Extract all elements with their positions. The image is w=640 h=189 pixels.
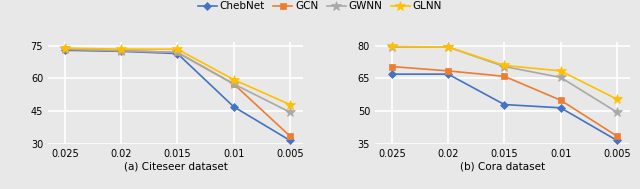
ChebNet xyxy=(61,49,68,51)
ChebNet xyxy=(557,107,564,109)
GLNN xyxy=(286,103,294,106)
GLNN xyxy=(444,46,452,48)
ChebNet xyxy=(230,106,237,108)
GLNN xyxy=(500,64,508,67)
GCN xyxy=(286,135,294,137)
Line: GLNN: GLNN xyxy=(387,42,621,104)
GCN xyxy=(557,99,564,101)
GLNN xyxy=(557,70,564,72)
GCN xyxy=(500,75,508,77)
GCN xyxy=(61,48,68,50)
GLNN xyxy=(61,47,68,49)
Line: GWNN: GWNN xyxy=(387,42,621,117)
GCN xyxy=(444,70,452,72)
GWNN xyxy=(613,111,621,113)
Line: GWNN: GWNN xyxy=(60,44,295,117)
ChebNet xyxy=(173,52,181,55)
GCN xyxy=(117,50,125,52)
Line: ChebNet: ChebNet xyxy=(389,71,620,143)
Line: GCN: GCN xyxy=(62,46,292,139)
ChebNet xyxy=(286,139,294,142)
GWNN xyxy=(117,50,125,52)
ChebNet xyxy=(444,73,452,75)
GWNN xyxy=(61,48,68,50)
GWNN xyxy=(286,111,294,113)
GCN xyxy=(613,135,621,137)
GLNN xyxy=(173,48,181,50)
Line: GLNN: GLNN xyxy=(60,43,295,109)
Legend: ChebNet, GCN, GWNN, GLNN: ChebNet, GCN, GWNN, GLNN xyxy=(198,2,442,11)
GWNN xyxy=(388,46,396,48)
GCN xyxy=(230,83,237,85)
ChebNet xyxy=(613,139,621,142)
GWNN xyxy=(500,65,508,68)
GCN xyxy=(173,51,181,53)
Line: ChebNet: ChebNet xyxy=(62,47,292,143)
ChebNet xyxy=(500,103,508,106)
GWNN xyxy=(230,83,237,85)
GLNN xyxy=(613,98,621,100)
X-axis label: (a) Citeseer dataset: (a) Citeseer dataset xyxy=(124,161,228,171)
ChebNet xyxy=(388,73,396,75)
GLNN xyxy=(388,45,396,47)
ChebNet xyxy=(117,50,125,53)
GLNN xyxy=(230,78,237,81)
GCN xyxy=(388,65,396,68)
GLNN xyxy=(117,48,125,50)
GWNN xyxy=(444,46,452,48)
Line: GCN: GCN xyxy=(389,64,620,139)
GWNN xyxy=(173,51,181,53)
GWNN xyxy=(557,76,564,79)
X-axis label: (b) Cora dataset: (b) Cora dataset xyxy=(460,161,545,171)
